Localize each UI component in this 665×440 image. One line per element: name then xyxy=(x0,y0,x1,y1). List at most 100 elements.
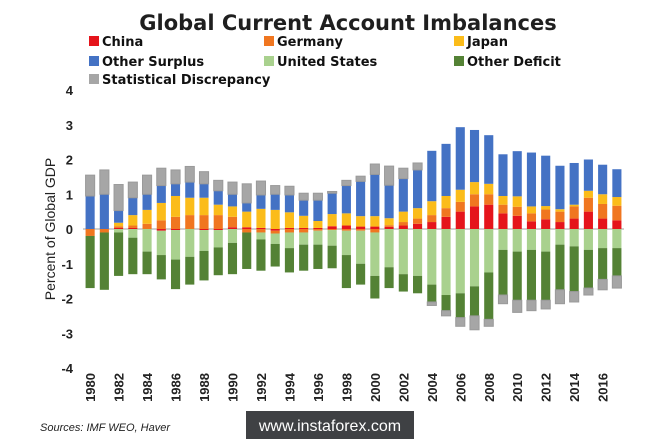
chart-title: Global Current Account Imbalances xyxy=(139,11,556,35)
bar-segment xyxy=(185,256,195,285)
bar-segment xyxy=(469,206,480,229)
x-tick-label: 2000 xyxy=(368,373,383,402)
y-tick-label: 3 xyxy=(66,118,73,133)
watermark: www.instaforex.com xyxy=(246,411,414,439)
bar-segment xyxy=(413,223,423,229)
bar-segment xyxy=(370,226,380,229)
bar-segment xyxy=(128,227,138,229)
x-tick-label: 2014 xyxy=(567,372,582,402)
bar-segment xyxy=(598,194,608,204)
bar-segment xyxy=(270,185,281,195)
bar-segment xyxy=(455,293,465,318)
y-tick-label: 1 xyxy=(66,187,73,202)
bar-segment xyxy=(455,229,465,294)
bar-segment xyxy=(242,232,252,269)
bar-segment xyxy=(284,194,294,213)
bar-segment xyxy=(299,232,309,245)
bar-segment xyxy=(555,229,565,245)
bar-segment xyxy=(441,143,451,196)
bar-segment xyxy=(256,208,266,228)
bar-segment xyxy=(255,180,267,196)
bar-segment xyxy=(242,229,252,233)
bar-segment xyxy=(555,211,565,223)
y-tick-label: -3 xyxy=(61,326,73,341)
bar-segment xyxy=(327,230,337,246)
bar-segment xyxy=(526,229,537,250)
bar-segment xyxy=(156,255,166,280)
bar-segment xyxy=(370,275,380,299)
bar-segment xyxy=(341,230,351,256)
legend: China Germany Japan Other Surplus United Sta… xyxy=(89,35,561,88)
bar-segment xyxy=(384,225,394,227)
bar-segment xyxy=(199,197,209,216)
watermark-background xyxy=(246,411,414,439)
bar-segment xyxy=(341,185,351,214)
x-tick-label: 1982 xyxy=(112,373,127,402)
bar-segment xyxy=(85,195,95,229)
bar-segment xyxy=(128,197,138,216)
bar-segment xyxy=(356,263,366,285)
bar-segment xyxy=(469,182,480,195)
bar-segment xyxy=(569,162,579,205)
y-tick-label: -1 xyxy=(61,257,73,272)
bar-segment xyxy=(256,227,266,229)
bar-segment xyxy=(455,127,465,190)
bar-segment xyxy=(199,215,209,229)
bar-segment xyxy=(341,179,352,187)
bar-segment xyxy=(384,165,395,186)
bar-segment xyxy=(99,229,109,233)
bar-segment xyxy=(370,174,380,217)
bar-segment xyxy=(185,229,195,257)
bar-segment xyxy=(284,212,294,228)
bar-segment xyxy=(541,155,551,207)
bar-segment xyxy=(554,289,565,305)
bar-segment xyxy=(384,218,394,226)
bar-segment xyxy=(441,229,451,296)
bar-segment xyxy=(541,251,551,301)
bar-segment xyxy=(99,232,109,290)
bar-segment xyxy=(398,211,408,223)
bar-segment xyxy=(227,242,238,275)
x-tick-label: 2002 xyxy=(396,373,411,402)
bar-segment xyxy=(441,195,451,209)
bar-segment xyxy=(483,318,494,327)
legend-swatch xyxy=(264,36,274,46)
bar-segment xyxy=(427,229,437,285)
bar-segment xyxy=(498,229,508,250)
bar-segment xyxy=(526,206,537,214)
bar-segment xyxy=(398,229,408,275)
legend-swatch xyxy=(454,56,464,66)
bar-segment xyxy=(241,183,252,204)
bar-segment xyxy=(497,294,509,305)
bar-segment xyxy=(398,167,409,180)
bar-segment xyxy=(612,248,622,276)
bar-segment xyxy=(356,216,366,227)
bar-segment xyxy=(469,194,480,207)
bar-segment xyxy=(512,251,522,301)
bar-segment xyxy=(455,189,465,202)
bar-segment xyxy=(498,195,508,205)
bar-segment xyxy=(170,183,181,196)
bar-segment xyxy=(199,229,209,231)
bar-segment xyxy=(256,229,266,233)
x-tick-label: 2016 xyxy=(596,373,611,402)
bar-segment xyxy=(427,201,437,216)
bar-segment xyxy=(213,229,223,231)
x-tick-label: 1994 xyxy=(282,372,297,402)
bar-segment xyxy=(341,229,351,231)
legend-label: Other Deficit xyxy=(467,55,561,70)
bar-segment xyxy=(299,227,309,229)
bar-segment xyxy=(256,239,266,271)
legend-label: Other Surplus xyxy=(102,55,204,70)
bar-segment xyxy=(284,227,294,229)
bar-segment xyxy=(370,232,380,276)
bar-segment xyxy=(114,232,124,276)
bar-segment xyxy=(569,204,579,207)
bar-segment xyxy=(356,226,366,229)
bar-segment xyxy=(455,201,465,212)
bar-segment xyxy=(498,204,508,214)
bar-segment xyxy=(597,278,608,291)
legend-label: Germany xyxy=(277,35,343,50)
bar-segment xyxy=(128,215,138,226)
